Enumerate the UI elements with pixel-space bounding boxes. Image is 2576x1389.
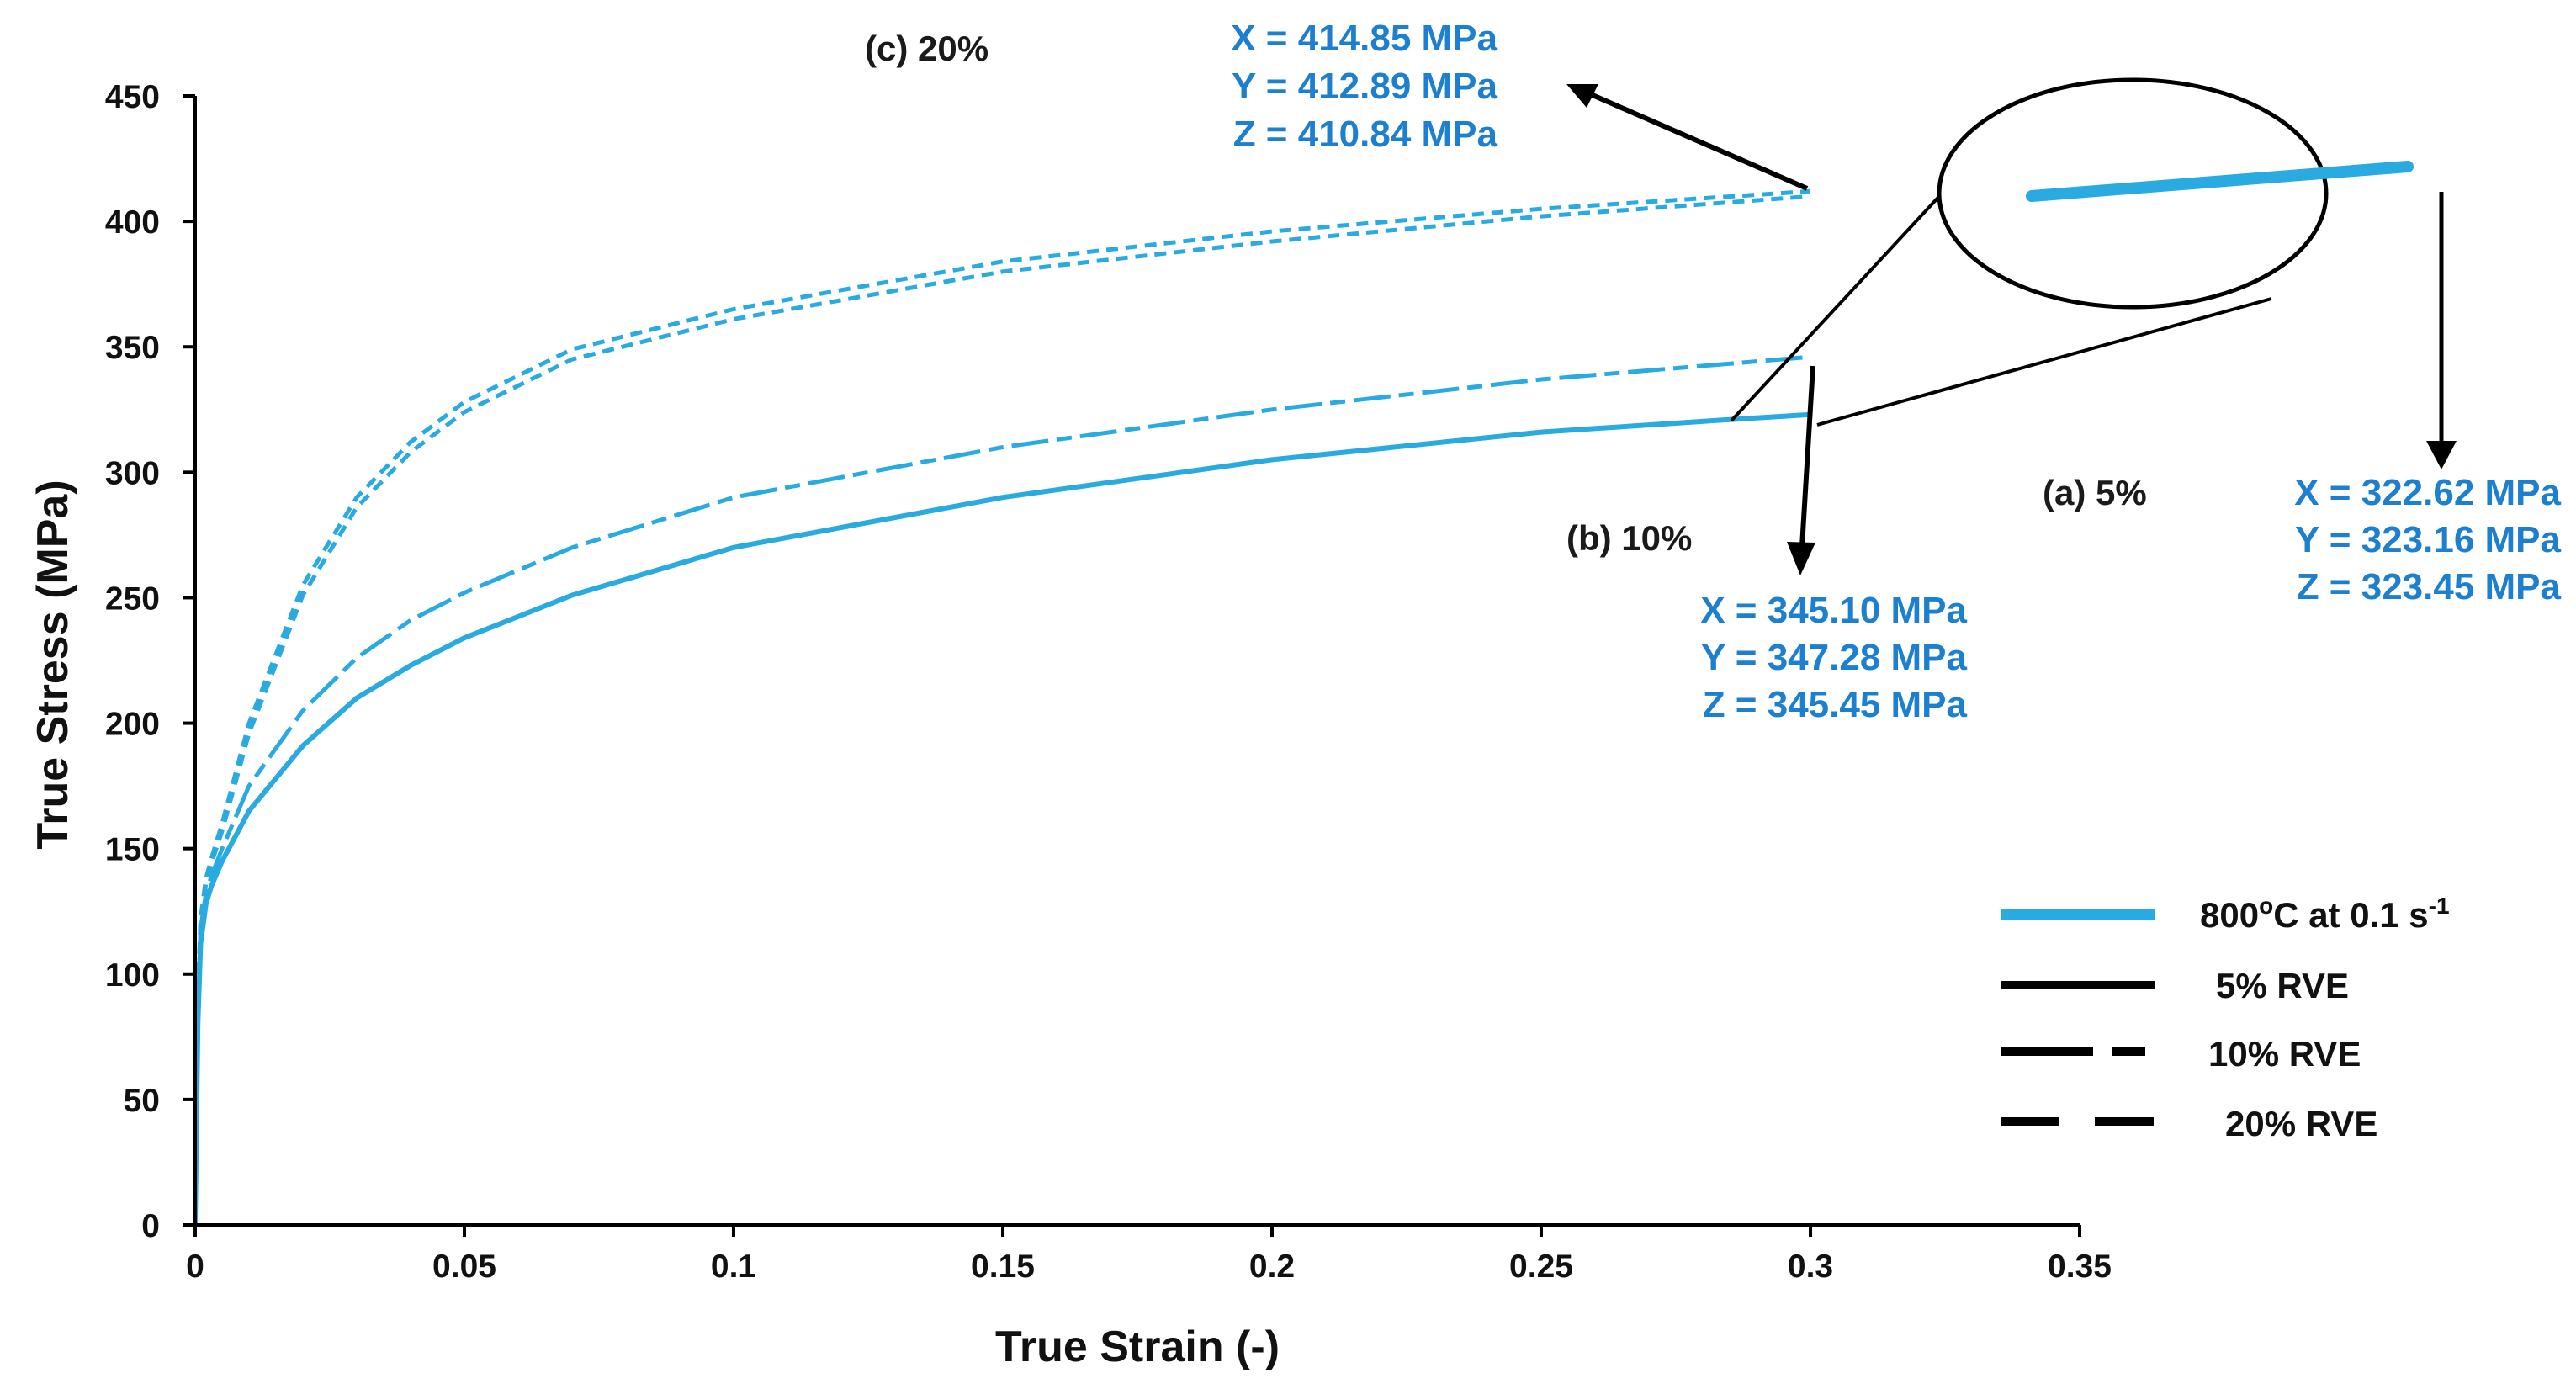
x-axis-title: True Strain (-) bbox=[995, 1323, 1280, 1371]
y-axis-title: True Stress (MPa) bbox=[29, 480, 77, 849]
curve-group bbox=[193, 188, 1811, 1226]
y-tick-label: 150 bbox=[105, 832, 160, 868]
legend-label-5-rve: 5% RVE bbox=[2216, 966, 2349, 1005]
legend-exp-temp: 800 bbox=[2200, 895, 2259, 935]
x-tick-label: 0.05 bbox=[432, 1249, 496, 1285]
annotation-b-label: (b) 10% bbox=[1566, 518, 1692, 558]
arrow-b-shaft bbox=[1799, 365, 1815, 548]
series-line-3 bbox=[193, 188, 1811, 1226]
annotation-a-value-x: X = 322.62 MPa bbox=[2294, 472, 2561, 513]
series-line-2 bbox=[193, 354, 1811, 1226]
y-tick-label: 250 bbox=[105, 581, 160, 617]
annotation-b: (b) 10% X = 345.10 MPa Y = 347.28 MPa Z … bbox=[1566, 518, 1968, 725]
arrow-c-head bbox=[1566, 84, 1598, 108]
x-tick-label: 0 bbox=[186, 1249, 204, 1285]
annotation-a-label: (a) 5% bbox=[2043, 473, 2147, 512]
legend-exp-rate: C at 0.1 s bbox=[2273, 895, 2428, 935]
annotation-c-value-x: X = 414.85 MPa bbox=[1231, 18, 1497, 59]
y-tick-label: 100 bbox=[105, 957, 160, 994]
y-tick-label: 400 bbox=[105, 204, 160, 241]
y-tick-label: 300 bbox=[105, 455, 160, 491]
annotation-b-value-z: Z = 345.45 MPa bbox=[1703, 684, 1968, 725]
y-tick-label: 0 bbox=[141, 1208, 160, 1244]
x-tick-label: 0.1 bbox=[711, 1249, 756, 1285]
annotation-c: (c) 20% X = 414.85 MPa Y = 412.89 MPa Z … bbox=[865, 18, 1498, 155]
y-tick-label: 200 bbox=[105, 707, 160, 743]
annotation-a: (a) 5% X = 322.62 MPa Y = 323.16 MPa Z =… bbox=[2043, 472, 2562, 607]
x-tick-label: 0.35 bbox=[2048, 1249, 2112, 1285]
x-tick-label: 0.15 bbox=[971, 1249, 1035, 1285]
arrow-c-shaft bbox=[1585, 90, 1809, 191]
legend-label-experimental: 800oC at 0.1 s-1 bbox=[2200, 893, 2450, 935]
annotation-c-value-z: Z = 410.84 MPa bbox=[1233, 114, 1498, 155]
annotation-a-value-y: Y = 323.16 MPa bbox=[2295, 519, 2562, 560]
y-tick-label: 350 bbox=[105, 330, 160, 366]
x-tick-label: 0.2 bbox=[1249, 1249, 1295, 1285]
series-line-1 bbox=[193, 411, 1811, 1226]
annotation-a-value-z: Z = 323.45 MPa bbox=[2297, 566, 2562, 607]
zoom-connector-upper bbox=[1730, 190, 1945, 422]
legend-exp-exponent: -1 bbox=[2429, 893, 2450, 919]
x-tick-label: 0.3 bbox=[1788, 1249, 1833, 1285]
annotation-c-value-y: Y = 412.89 MPa bbox=[1232, 66, 1498, 107]
legend: 800oC at 0.1 s-1 5% RVE 10% RVE 20% RVE bbox=[2001, 893, 2450, 1143]
annotation-c-label: (c) 20% bbox=[865, 29, 989, 68]
annotation-b-value-y: Y = 347.28 MPa bbox=[1701, 637, 1968, 678]
series-line-4 bbox=[193, 194, 1811, 1226]
axes: 0 0.05 0.1 0.15 0.2 0.25 0.3 0.35 0 50 100 150 200 25… bbox=[105, 79, 2112, 1285]
y-tick-label: 50 bbox=[124, 1083, 160, 1119]
y-tick-label: 450 bbox=[105, 79, 160, 115]
zoom-inset bbox=[1730, 77, 2414, 427]
legend-label-10-rve: 10% RVE bbox=[2208, 1034, 2361, 1074]
zoom-connector-lower bbox=[1816, 297, 2272, 427]
annotation-b-value-x: X = 345.10 MPa bbox=[1700, 590, 1967, 631]
legend-exp-degree: o bbox=[2259, 893, 2273, 919]
zoom-curve-segment bbox=[2026, 161, 2414, 202]
arrow-a-head bbox=[2426, 441, 2457, 469]
annotation-arrows bbox=[1566, 84, 2457, 575]
x-tick-label: 0.25 bbox=[1509, 1249, 1573, 1285]
legend-label-20-rve: 20% RVE bbox=[2225, 1104, 2377, 1143]
arrow-b-head bbox=[1787, 542, 1815, 575]
